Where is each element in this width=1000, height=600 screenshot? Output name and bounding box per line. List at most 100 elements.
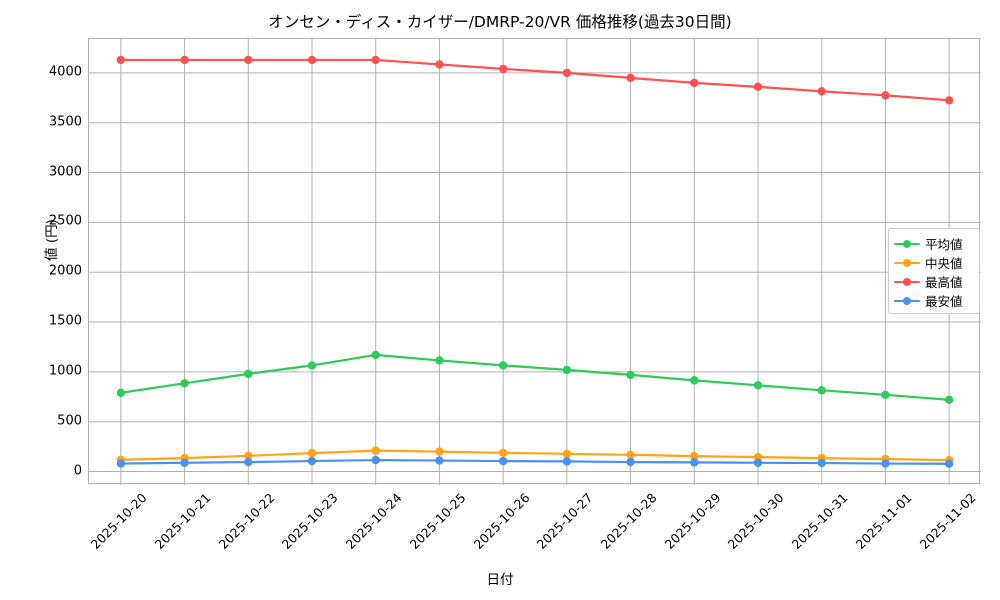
x-tick-label: 2025-10-20 xyxy=(87,490,150,552)
data-point xyxy=(881,390,890,399)
data-point xyxy=(371,350,380,360)
legend-marker-dot xyxy=(903,277,911,286)
data-point xyxy=(690,451,699,461)
data-point xyxy=(817,386,826,395)
x-tick-label: 2025-10-30 xyxy=(724,490,787,552)
data-point xyxy=(944,459,954,468)
series-line-最高値 xyxy=(119,58,951,102)
data-point xyxy=(307,456,317,466)
legend-label: 最安値 xyxy=(925,294,963,309)
data-point xyxy=(498,64,508,74)
data-point xyxy=(435,356,444,365)
chart-legend: 平均値中央値最高値最安値 xyxy=(888,228,980,314)
data-point xyxy=(944,395,954,404)
legend-swatch-icon xyxy=(894,276,920,288)
chart-title: オンセン・ディス・カイザー/DMRP-20/VR 価格推移(過去30日間) xyxy=(268,13,732,31)
data-point xyxy=(562,365,572,375)
y-tick-label: 3000 xyxy=(48,164,82,180)
y-tick-label: 1500 xyxy=(48,313,82,329)
legend-item-平均値[interactable]: 平均値 xyxy=(894,234,973,253)
data-point xyxy=(307,55,317,65)
legend-swatch-icon xyxy=(894,238,920,250)
y-tick-label: 2000 xyxy=(48,263,82,279)
y-tick-label: 500 xyxy=(57,413,82,429)
legend-marker-dot xyxy=(903,296,911,305)
series-line-平均値 xyxy=(119,353,951,401)
data-point xyxy=(626,457,635,467)
y-tick-label: 0 xyxy=(73,463,82,479)
plot-svg xyxy=(89,39,981,485)
data-point xyxy=(626,370,635,380)
data-point xyxy=(180,55,189,65)
data-point xyxy=(371,446,380,455)
legend-swatch-icon xyxy=(894,295,920,307)
data-point xyxy=(244,451,253,460)
data-point xyxy=(562,68,572,78)
data-point xyxy=(244,55,253,65)
x-tick-label: 2025-10-21 xyxy=(151,490,214,552)
legend-label: 平均値 xyxy=(925,237,963,252)
data-point xyxy=(753,458,763,467)
x-axis-label: 日付 xyxy=(486,572,514,588)
data-point xyxy=(180,379,189,388)
x-tick-label: 2025-10-23 xyxy=(278,490,341,552)
legend-label: 中央値 xyxy=(925,256,963,271)
data-point xyxy=(116,459,126,468)
data-point xyxy=(817,458,826,468)
data-point xyxy=(116,55,126,65)
data-point xyxy=(244,369,253,379)
x-axis-tick-labels: 2025-10-20 2025-10-21 2025-10-22 2025-10-23… xyxy=(88,484,980,564)
data-point xyxy=(881,91,890,100)
data-point xyxy=(690,458,699,467)
x-tick-label: 2025-11-01 xyxy=(852,490,915,552)
x-tick-label: 2025-10-25 xyxy=(406,490,469,552)
x-tick-label: 2025-10-24 xyxy=(342,490,405,552)
legend-marker-dot xyxy=(903,239,911,248)
series-line-最安値 xyxy=(119,458,951,465)
data-point xyxy=(817,87,826,96)
y-axis-tick-labels: 0 500 1000 1500 2000 2500 3000 3500 4000 xyxy=(14,38,82,484)
data-point xyxy=(116,388,126,398)
legend-item-中央値[interactable]: 中央値 xyxy=(894,253,973,272)
x-tick-label: 2025-10-28 xyxy=(597,490,660,552)
y-tick-label: 1000 xyxy=(48,363,82,379)
series-line-中央値 xyxy=(119,449,951,462)
data-point xyxy=(881,459,890,468)
legend-item-最安値[interactable]: 最安値 xyxy=(894,291,973,310)
x-tick-label: 2025-10-29 xyxy=(661,490,724,552)
data-point xyxy=(498,456,508,466)
data-point xyxy=(244,457,253,467)
data-point xyxy=(626,73,635,83)
x-tick-label: 2025-10-27 xyxy=(533,490,596,552)
data-point xyxy=(498,361,508,370)
y-tick-label: 2500 xyxy=(48,213,82,229)
y-tick-label: 3500 xyxy=(48,114,82,130)
data-point xyxy=(435,456,444,465)
data-point xyxy=(562,449,572,458)
legend-item-最高値[interactable]: 最高値 xyxy=(894,272,973,291)
data-point xyxy=(307,448,317,458)
legend-swatch-icon xyxy=(894,257,920,269)
data-point xyxy=(180,458,189,467)
data-point xyxy=(562,457,572,466)
data-point xyxy=(371,55,380,65)
data-point xyxy=(435,60,444,69)
legend-label: 最高値 xyxy=(925,275,963,290)
data-point xyxy=(626,450,635,459)
data-point xyxy=(435,447,444,456)
data-point xyxy=(690,78,699,88)
x-tick-label: 2025-10-26 xyxy=(470,490,533,552)
y-tick-label: 4000 xyxy=(48,64,82,80)
data-point xyxy=(753,82,763,92)
data-point xyxy=(753,381,763,390)
x-tick-label: 2025-10-22 xyxy=(215,490,278,552)
data-point xyxy=(690,376,699,385)
x-tick-label: 2025-11-02 xyxy=(916,490,979,552)
data-point xyxy=(944,96,954,105)
data-point xyxy=(307,361,317,370)
plot-area xyxy=(88,38,981,485)
legend-marker-dot xyxy=(903,258,911,267)
data-point xyxy=(371,455,380,465)
x-tick-label: 2025-10-31 xyxy=(788,490,851,552)
